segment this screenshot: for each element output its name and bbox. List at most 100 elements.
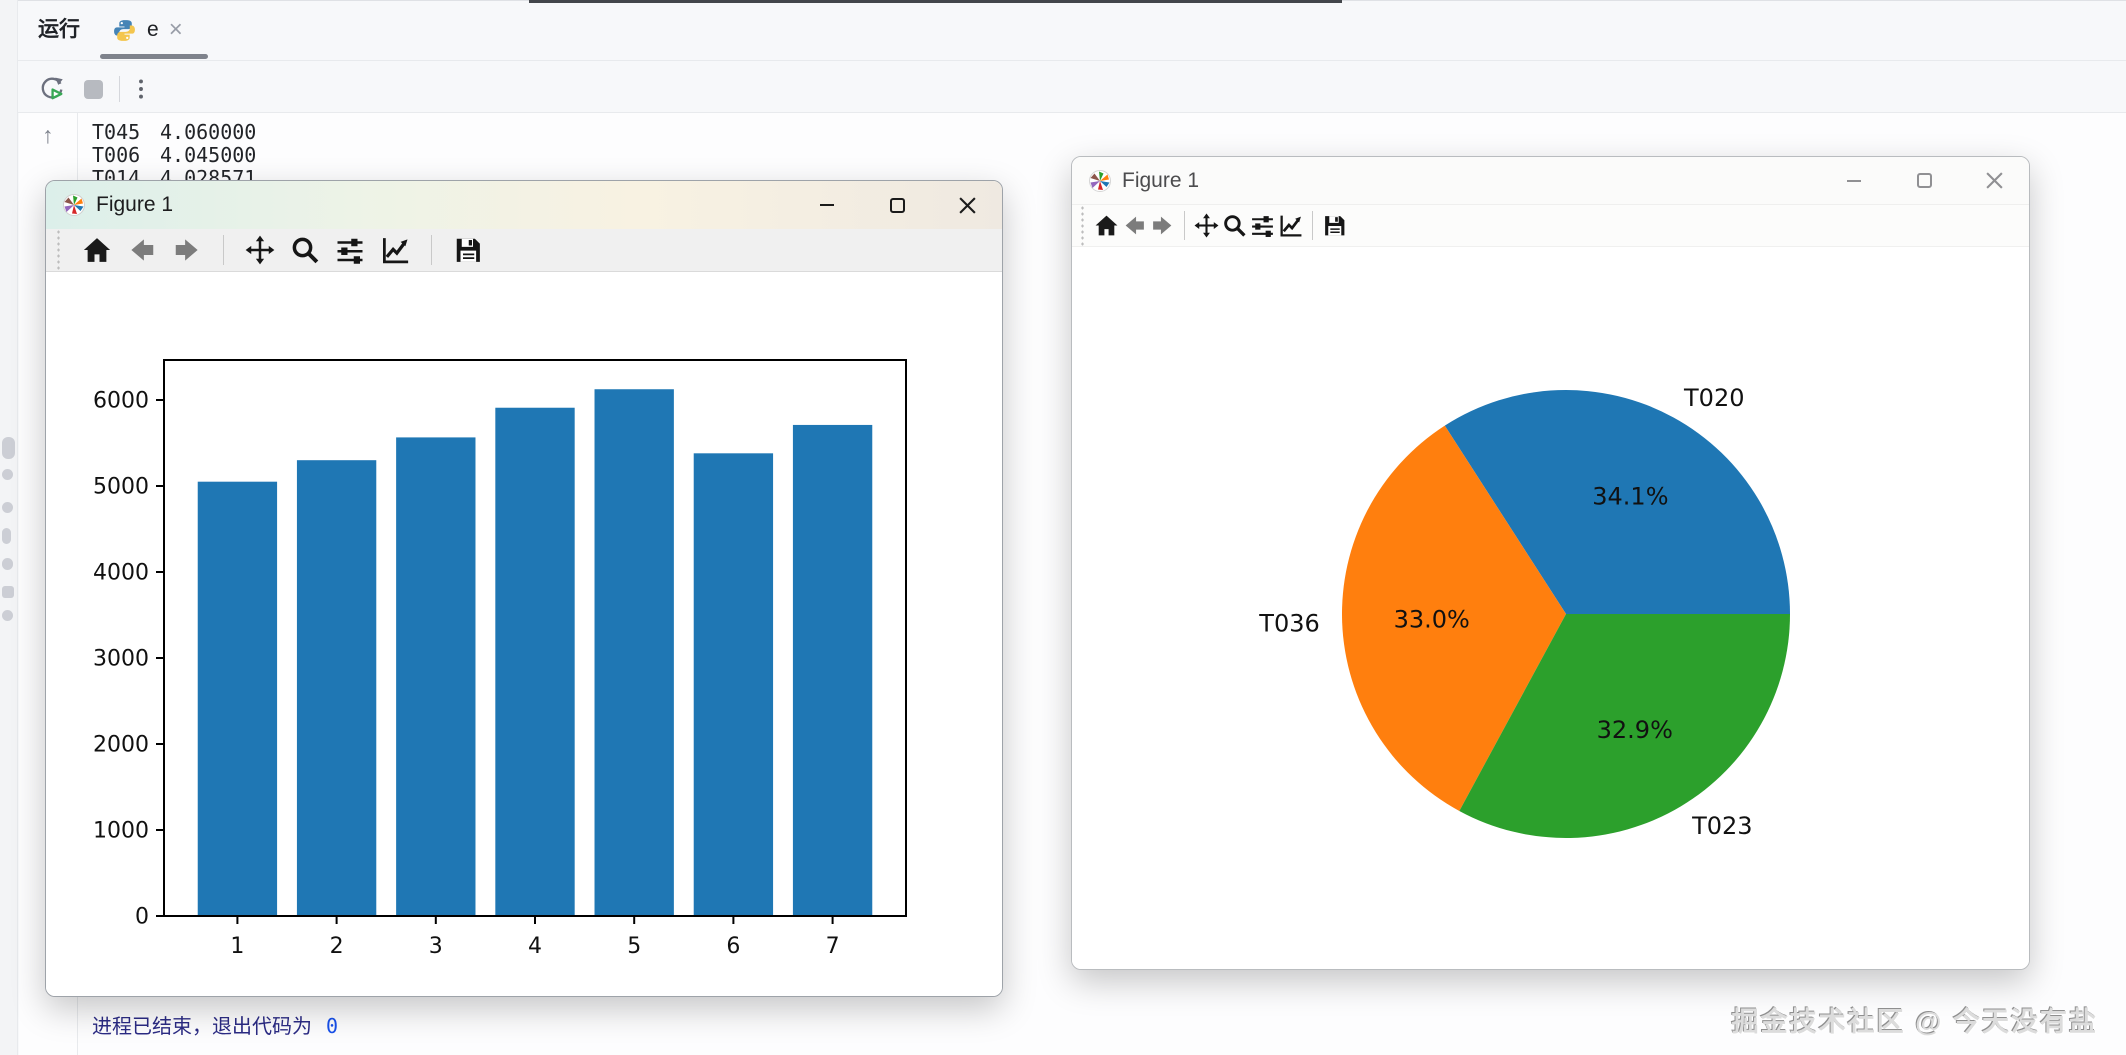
console-line: T006 4.045000 <box>92 143 256 167</box>
window-title: Figure 1 <box>96 193 174 216</box>
toolbar-drag-handle[interactable] <box>56 229 61 271</box>
scroll-up-icon[interactable]: ↑ <box>42 122 54 148</box>
window-titlebar[interactable]: Figure 1 <box>46 181 1002 229</box>
save-button[interactable] <box>1322 213 1347 238</box>
forward-arrow-icon <box>175 239 198 261</box>
zoom-button[interactable] <box>290 235 320 265</box>
svg-text:6: 6 <box>726 934 740 959</box>
zoom-button[interactable] <box>1222 213 1247 238</box>
window-controls <box>792 181 1002 229</box>
tab-close-icon[interactable]: × <box>168 16 183 43</box>
svg-text:0: 0 <box>135 905 149 930</box>
toolbar-separator <box>1312 211 1313 240</box>
python-icon <box>114 19 135 41</box>
svg-text:6000: 6000 <box>93 389 149 414</box>
back-button[interactable] <box>127 235 157 265</box>
more-options-button[interactable] <box>128 76 154 107</box>
svg-text:T023: T023 <box>1691 812 1752 840</box>
close-button[interactable] <box>932 181 1002 229</box>
tool-strip-icon-fragment[interactable] <box>2 586 14 598</box>
magnifier-icon <box>1224 215 1246 237</box>
console-series-id: T045 <box>92 120 141 144</box>
svg-text:4000: 4000 <box>93 561 149 586</box>
sliders-icon <box>1252 216 1273 237</box>
matplotlib-icon <box>1089 169 1111 192</box>
stop-button[interactable] <box>84 80 103 99</box>
minimize-button[interactable] <box>1819 157 1889 204</box>
exit-code: 0 <box>326 1014 339 1038</box>
svg-text:32.9%: 32.9% <box>1597 716 1673 744</box>
tool-strip-icon-fragment[interactable] <box>2 437 15 459</box>
svg-text:2: 2 <box>330 934 344 959</box>
toolbar-separator <box>431 235 432 265</box>
sliders-icon <box>337 238 363 264</box>
tool-strip-icon-fragment[interactable] <box>2 502 13 513</box>
toolbar-drag-handle[interactable] <box>1080 205 1085 246</box>
forward-button[interactable] <box>172 235 202 265</box>
save-icon <box>1325 216 1345 236</box>
toolbar-separator <box>1184 211 1185 240</box>
maximize-button[interactable] <box>862 181 932 229</box>
back-arrow-icon <box>1125 216 1144 235</box>
home-icon <box>83 238 111 262</box>
save-icon <box>456 238 480 262</box>
window-title: Figure 1 <box>1122 168 1200 192</box>
matplotlib-toolbar <box>1072 205 2029 247</box>
forward-button[interactable] <box>1150 213 1175 238</box>
svg-text:3: 3 <box>429 934 443 959</box>
rerun-button[interactable] <box>38 75 66 108</box>
back-button[interactable] <box>1122 213 1147 238</box>
process-status: 进程已结束，退出代码为 0 <box>92 1010 338 1039</box>
save-button[interactable] <box>453 235 483 265</box>
svg-text:4: 4 <box>528 934 542 959</box>
tab-label: e <box>147 18 159 41</box>
window-controls <box>1819 157 2029 204</box>
pan-button[interactable] <box>245 235 275 265</box>
line-chart-icon <box>1280 215 1302 237</box>
home-icon <box>1095 215 1118 236</box>
tool-strip-icon-fragment[interactable] <box>2 469 13 480</box>
tool-strip-icon-fragment[interactable] <box>2 610 13 621</box>
watermark: 掘金技术社区 @ 今天没有盐 <box>1731 1007 2098 1037</box>
close-button[interactable] <box>1959 157 2029 204</box>
line-chart-icon <box>383 238 409 264</box>
rerun-icon <box>41 77 63 100</box>
pan-button[interactable] <box>1194 213 1219 238</box>
back-arrow-icon <box>131 239 154 261</box>
maximize-icon <box>889 197 905 213</box>
close-icon <box>1985 172 2003 189</box>
run-tab[interactable]: e × <box>112 10 183 50</box>
pie-chart: T020 34.1% T036 33.0% T023 32.9% <box>1258 384 1790 840</box>
toolbar-divider <box>18 112 2126 113</box>
bar-chart: 0 1000 2000 3000 4000 5000 6000 1 2 3 4 5 6 7 <box>93 359 907 959</box>
tool-strip-icon-fragment[interactable] <box>2 528 11 544</box>
console-series-value: 4.045000 <box>160 143 257 167</box>
svg-text:5000: 5000 <box>93 475 149 500</box>
left-tool-strip <box>0 0 18 1055</box>
edit-axes-button[interactable] <box>1278 213 1303 238</box>
tool-strip-icon-fragment[interactable] <box>2 558 13 570</box>
matplotlib-toolbar <box>46 229 1002 272</box>
configure-subplots-button[interactable] <box>335 235 365 265</box>
home-button[interactable] <box>82 235 112 265</box>
edit-axes-button[interactable] <box>380 235 410 265</box>
pie-chart-canvas: T020 34.1% T036 33.0% T023 32.9% <box>1072 247 2029 969</box>
console-series-id: T006 <box>92 143 141 167</box>
svg-text:T020: T020 <box>1683 384 1744 412</box>
figure-window-bar: Figure 1 0 1000 2000 3000 4000 5000 6000 1 2 3 4 5 6… <box>45 180 1003 997</box>
maximize-icon <box>1916 173 1932 188</box>
active-tab-underline <box>100 54 208 59</box>
maximize-button[interactable] <box>1889 157 1959 204</box>
window-titlebar[interactable]: Figure 1 <box>1072 157 2029 205</box>
home-button[interactable] <box>1094 213 1119 238</box>
header-divider <box>18 60 2126 61</box>
minimize-button[interactable] <box>792 181 862 229</box>
configure-subplots-button[interactable] <box>1250 213 1275 238</box>
toolbar-separator <box>119 76 120 102</box>
toolbar-separator <box>223 235 224 265</box>
run-panel-label: 运行 <box>38 18 80 41</box>
svg-text:1000: 1000 <box>93 819 149 844</box>
svg-text:7: 7 <box>826 934 840 959</box>
minimize-icon <box>820 204 834 206</box>
